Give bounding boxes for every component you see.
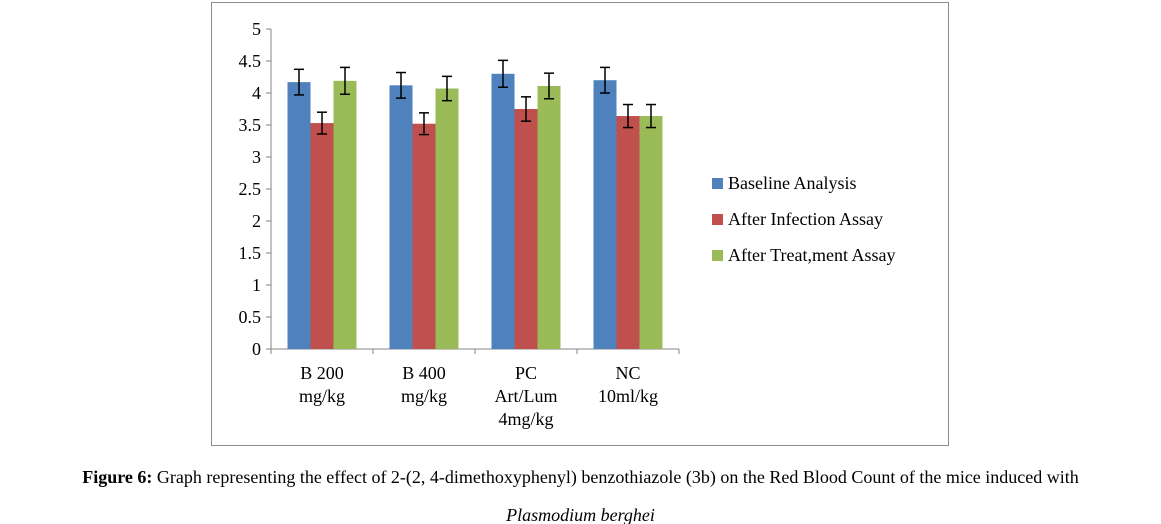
y-tick-label: 3 [252, 147, 261, 167]
x-tick-label: mg/kg [401, 386, 447, 406]
y-tick-label: 5 [252, 19, 261, 39]
bar [412, 123, 436, 349]
legend-label: After Infection Assay [728, 209, 883, 229]
y-tick-label: 1.5 [239, 243, 262, 263]
bar-chart: 0 0.5 1 1.5 2 2.5 3 3.5 4 4.5 5 B 200 mg/kg B 400 mg/k… [239, 19, 896, 429]
x-tick-label: B 200 [300, 363, 344, 383]
legend-label: Baseline Analysis [728, 173, 857, 193]
caption-text: Graph representing the effect of 2-(2, 4… [152, 467, 1079, 487]
bar [310, 123, 334, 349]
bar [333, 80, 357, 349]
figure-label: Figure 6: [82, 467, 153, 487]
legend-swatch [712, 250, 723, 261]
bar [639, 116, 663, 349]
y-tick-label: 1 [252, 275, 261, 295]
bar [491, 73, 515, 350]
figure-caption: Figure 6: Graph representing the effect … [0, 458, 1161, 524]
y-tick-label: 0.5 [239, 307, 262, 327]
y-tick-label: 3.5 [239, 115, 262, 135]
x-tick-label: 10ml/kg [598, 386, 658, 406]
x-tick-label: 4mg/kg [498, 409, 553, 429]
y-tick-label: 2.5 [239, 179, 262, 199]
y-tick-label: 0 [252, 339, 261, 359]
x-tick-label: mg/kg [299, 386, 345, 406]
caption-line-1: Figure 6: Graph representing the effect … [0, 458, 1161, 496]
x-tick-label: B 400 [402, 363, 446, 383]
legend-label: After Treat,ment Assay [728, 245, 895, 265]
bar [514, 109, 538, 349]
chart-frame: 0 0.5 1 1.5 2 2.5 3 3.5 4 4.5 5 B 200 mg/kg B 400 mg/k… [211, 2, 949, 446]
x-tick-label: PC [515, 363, 537, 383]
bar [537, 85, 561, 350]
bar [616, 116, 640, 349]
y-tick-label: 4 [252, 83, 261, 103]
bar [435, 88, 459, 350]
caption-species: Plasmodium berghei [506, 505, 655, 524]
bar [389, 85, 413, 349]
x-tick-label: NC [615, 363, 640, 383]
x-tick-label: Art/Lum [495, 386, 558, 406]
y-tick-label: 4.5 [239, 51, 262, 71]
y-tick-label: 2 [252, 211, 261, 231]
legend-swatch [712, 214, 723, 225]
bar [287, 82, 311, 350]
bar [593, 80, 617, 349]
legend-swatch [712, 178, 723, 189]
